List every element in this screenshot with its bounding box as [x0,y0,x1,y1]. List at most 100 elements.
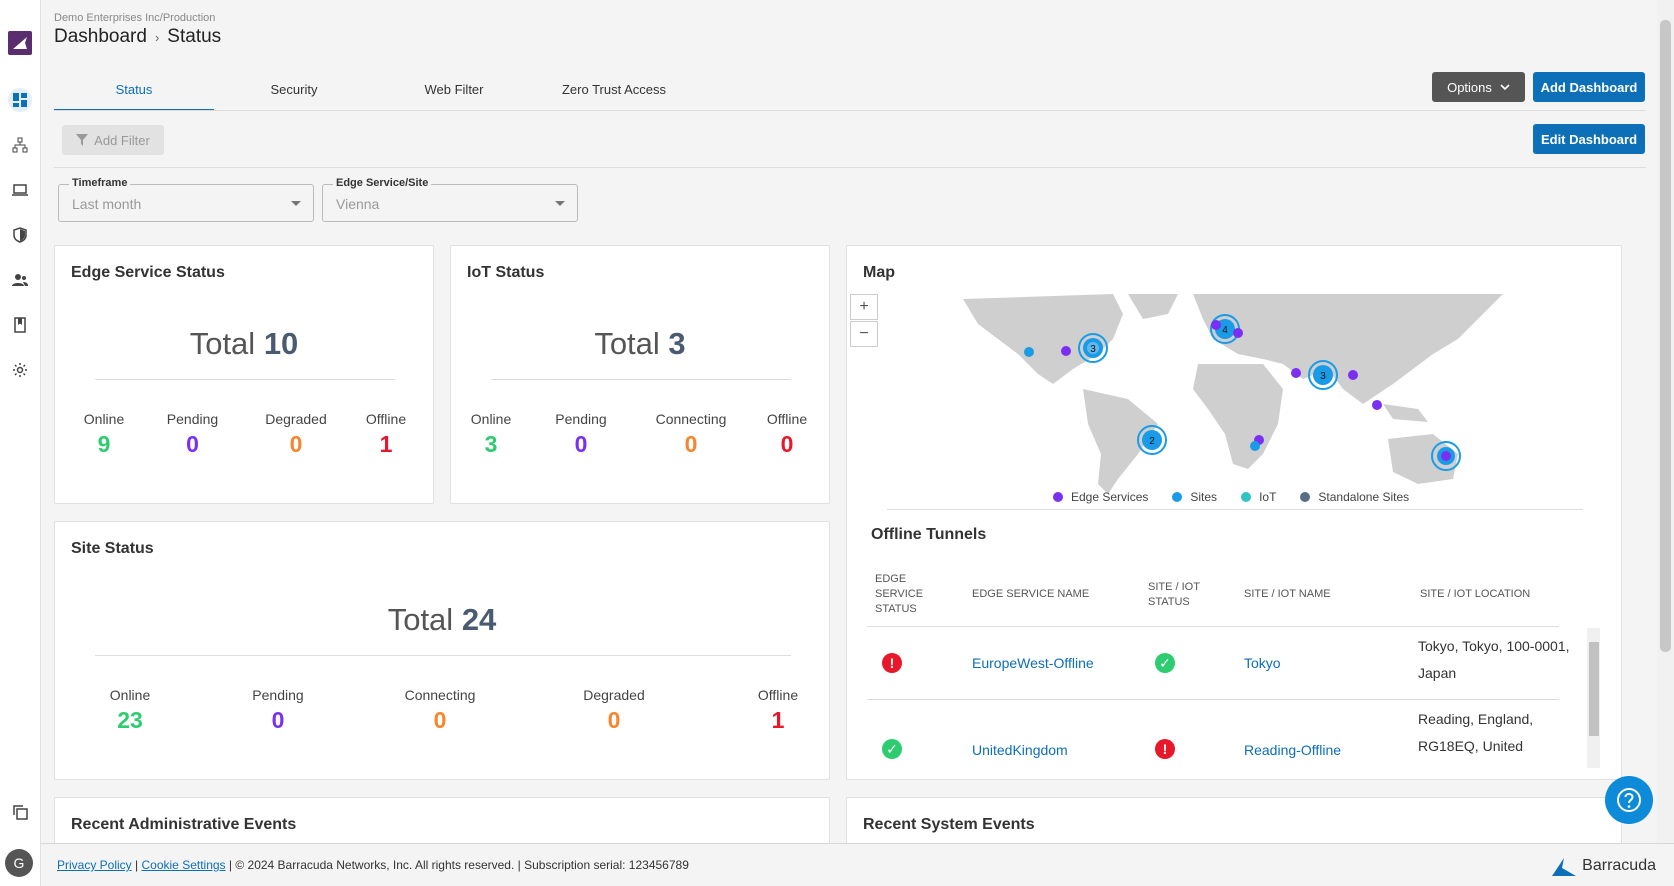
breadcrumb: Dashboard › Status [54,26,221,48]
col-site-iot-status[interactable]: SITE / IOT STATUS [1148,581,1200,608]
security-shield-icon[interactable] [8,223,32,247]
add-filter-label: Add Filter [94,132,150,148]
site-stat-connecting: Connecting 0 [404,687,476,733]
help-button[interactable] [1605,776,1653,824]
divider [887,509,1583,510]
edge-service-name-link[interactable]: EuropeWest-Offline [972,655,1094,671]
edge-stat-offline: Offline 1 [365,411,407,457]
add-dashboard-button[interactable]: Add Dashboard [1533,72,1645,102]
barracuda-brand: Barracuda [1550,856,1656,876]
edge-service-marker [1211,320,1221,330]
options-label: Options [1447,79,1492,95]
divider [95,655,791,656]
iot-status-card: IoT Status Total 3 Online 3 Pending 0 Conn… [450,245,830,504]
timeframe-select[interactable]: Timeframe Last month [58,177,314,222]
card-title: Recent System Events [863,816,1035,833]
users-icon[interactable] [8,268,32,292]
footer-links: Privacy Policy | Cookie Settings | © 202… [57,858,689,872]
timeframe-value: Last month [72,196,142,212]
privacy-policy-link[interactable]: Privacy Policy [57,858,132,872]
iot-stat-connecting: Connecting 0 [655,411,727,457]
row-divider [867,699,1559,700]
edge-service-marker [1233,328,1243,338]
zoom-in-button[interactable]: + [850,294,878,320]
site-iot-name-link[interactable]: Reading-Offline [1244,742,1342,758]
cluster-marker [1431,441,1461,471]
edge-total: Total 10 [189,326,299,361]
breadcrumb-dashboard[interactable]: Dashboard [54,26,147,47]
add-filter-button[interactable]: Add Filter [62,125,164,155]
site-stat-pending: Pending 0 [252,687,304,733]
legend-edge-services: Edge Services [1053,490,1148,504]
breadcrumb-separator: › [154,29,160,45]
card-title: Site Status [71,540,154,557]
edge-stat-online: Online 9 [83,411,125,457]
footer: Privacy Policy | Cookie Settings | © 202… [41,843,1674,886]
col-edge-service-name[interactable]: EDGE SERVICE NAME [972,588,1090,600]
chevron-down-icon [1500,84,1510,91]
cluster-marker: 3 [1308,360,1338,390]
help-question-icon [1617,788,1641,812]
edge-service-site-select[interactable]: Edge Service/Site Vienna [322,177,578,222]
options-button[interactable]: Options [1432,72,1525,102]
site-marker [1024,347,1034,357]
settings-gear-icon[interactable] [8,358,32,382]
col-site-iot-location[interactable]: SITE / IOT LOCATION [1420,588,1531,600]
footer-separator: | [135,858,139,872]
page-scrollbar[interactable] [1657,0,1674,843]
tab-web-filter[interactable]: Web Filter [424,82,484,97]
edge-service-site-label: Edge Service/Site [333,177,432,189]
cluster-marker: 3 [1078,333,1108,363]
caret-down-icon [291,201,301,206]
devices-icon[interactable] [8,178,32,202]
col-edge-service-status[interactable]: EDGE SERVICE STATUS [875,573,924,615]
site-total: Total 24 [387,602,497,637]
zoom-out-button[interactable]: − [850,321,878,347]
world-map[interactable]: 3 4 3 2 [963,294,1503,494]
map-card: Map + − 3 4 3 [846,245,1622,780]
table-scrollbar-thumb[interactable] [1589,642,1599,736]
switch-account-icon[interactable] [8,800,32,824]
cluster-count: 3 [1320,371,1326,382]
ok-status-icon: ✓ [1155,653,1175,673]
tab-status[interactable]: Status [54,72,214,111]
site-stat-offline: Offline 1 [757,687,799,733]
page-scrollbar-thumb[interactable] [1660,20,1671,652]
dashboard-icon[interactable] [8,88,32,112]
card-title: Edge Service Status [71,264,225,281]
greenland-shape [1128,294,1178,319]
barracuda-logo-icon[interactable] [8,31,32,55]
cluster-marker: 2 [1137,425,1167,455]
tab-security[interactable]: Security [270,82,318,97]
timeframe-label: Timeframe [69,177,131,189]
edge-service-marker [1372,400,1382,410]
edge-service-site-value: Vienna [336,196,380,212]
edit-dashboard-button[interactable]: Edit Dashboard [1533,124,1645,154]
edge-service-marker [1291,368,1301,378]
divider [95,379,395,380]
site-iot-name-link[interactable]: Tokyo [1244,655,1281,671]
offline-tunnels-title: Offline Tunnels [871,526,987,543]
network-topology-icon[interactable] [8,133,32,157]
site-stat-online: Online 23 [109,687,151,733]
breadcrumb-status: Status [167,26,222,47]
col-site-iot-name[interactable]: SITE / IOT NAME [1244,588,1331,600]
book-icon[interactable] [8,313,32,337]
edge-stat-degraded: Degraded 0 [265,411,327,457]
barracuda-fin-icon [1552,858,1577,876]
cookie-settings-link[interactable]: Cookie Settings [141,858,226,872]
ok-status-icon: ✓ [882,739,902,759]
edge-stat-pending: Pending 0 [166,411,219,457]
cluster-count: 2 [1149,436,1155,447]
europe-asia-shape [1193,294,1503,404]
divider [491,379,791,380]
south-america-shape [1083,389,1158,494]
user-avatar[interactable]: G [5,849,33,877]
site-iot-location: Tokyo, Tokyo, 100-0001, Japan [1418,638,1570,681]
tab-zero-trust-access[interactable]: Zero Trust Access [561,82,667,97]
iot-stat-offline: Offline 0 [766,411,808,457]
edge-service-name-link[interactable]: UnitedKingdom [972,742,1068,758]
caret-down-icon [555,201,565,206]
iot-stat-pending: Pending 0 [555,411,607,457]
site-stat-degraded: Degraded 0 [583,687,645,733]
